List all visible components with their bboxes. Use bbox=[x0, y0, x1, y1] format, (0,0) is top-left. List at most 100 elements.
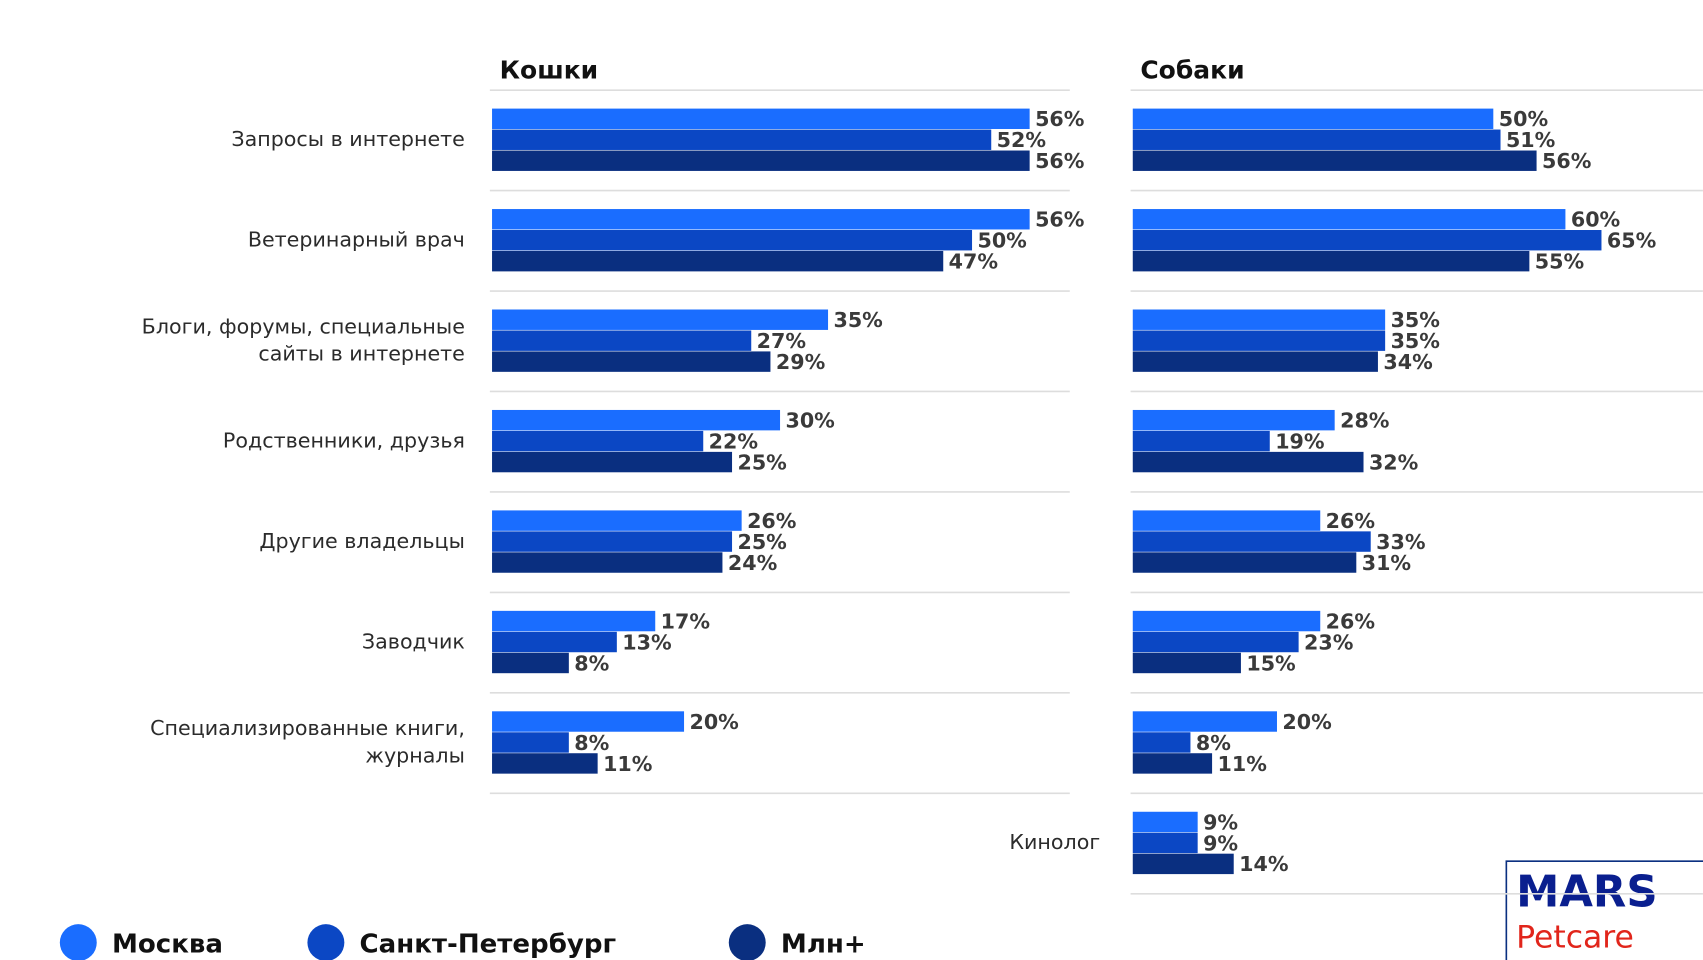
bar bbox=[492, 250, 944, 272]
category-label: Запросы в интернете bbox=[231, 127, 465, 151]
value-label: 30% bbox=[785, 409, 835, 433]
bar bbox=[1132, 853, 1234, 875]
category-label: Кинолог bbox=[1009, 830, 1100, 854]
value-label: 56% bbox=[1035, 107, 1085, 131]
bar bbox=[1132, 129, 1501, 150]
logo-product: Petcare bbox=[1516, 919, 1634, 955]
bar bbox=[1132, 610, 1321, 632]
value-label: 24% bbox=[728, 551, 778, 575]
value-label: 56% bbox=[1035, 149, 1085, 173]
category-label: Другие владельцы bbox=[259, 529, 465, 553]
value-label: 14% bbox=[1239, 852, 1289, 876]
bar bbox=[1132, 309, 1386, 330]
value-label: 9% bbox=[1203, 831, 1238, 855]
category-label: Родственники, друзья bbox=[223, 428, 465, 452]
value-label: 13% bbox=[622, 630, 672, 654]
bar bbox=[1132, 711, 1277, 732]
value-label: 20% bbox=[1282, 710, 1332, 734]
value-label: 11% bbox=[1218, 752, 1268, 776]
value-label: 51% bbox=[1506, 128, 1556, 152]
logo-box bbox=[1505, 860, 1703, 960]
value-label: 56% bbox=[1542, 149, 1592, 173]
bar bbox=[492, 610, 656, 632]
bar bbox=[492, 631, 617, 653]
bar bbox=[1132, 209, 1566, 230]
bar bbox=[492, 230, 973, 251]
bar bbox=[1132, 732, 1191, 753]
bar bbox=[492, 309, 829, 330]
bar bbox=[1132, 150, 1537, 171]
value-label: 65% bbox=[1607, 229, 1657, 253]
legend-label: Москва bbox=[112, 929, 223, 959]
value-label: 25% bbox=[737, 530, 787, 554]
bar bbox=[1132, 351, 1378, 372]
value-label: 11% bbox=[603, 752, 653, 776]
value-label: 19% bbox=[1275, 429, 1325, 453]
bar bbox=[492, 330, 752, 351]
legend-swatch bbox=[307, 924, 345, 960]
category-label: Ветеринарный врач bbox=[248, 227, 465, 251]
value-label: 28% bbox=[1340, 409, 1390, 433]
panel-title: Кошки bbox=[500, 56, 599, 85]
value-label: 34% bbox=[1383, 350, 1433, 374]
bar bbox=[492, 351, 771, 372]
bar bbox=[492, 409, 781, 431]
category-label: Блоги, форумы, специальные сайты в интерн… bbox=[142, 314, 465, 365]
value-label: 52% bbox=[997, 128, 1047, 152]
bar bbox=[492, 451, 733, 473]
value-label: 26% bbox=[1326, 509, 1376, 533]
value-label: 17% bbox=[661, 609, 711, 633]
value-label: 15% bbox=[1246, 651, 1296, 675]
value-label: 29% bbox=[776, 350, 826, 374]
bar bbox=[1132, 811, 1198, 833]
bar bbox=[1132, 652, 1241, 674]
value-label: 32% bbox=[1369, 450, 1419, 474]
value-label: 8% bbox=[1196, 731, 1231, 755]
value-label: 50% bbox=[1499, 107, 1549, 131]
value-label: 8% bbox=[574, 651, 609, 675]
value-label: 8% bbox=[574, 731, 609, 755]
bar bbox=[1132, 753, 1213, 774]
value-label: 56% bbox=[1035, 208, 1085, 232]
panel-title: Собаки bbox=[1140, 56, 1244, 85]
value-label: 60% bbox=[1571, 208, 1621, 232]
value-label: 35% bbox=[833, 308, 883, 332]
bar bbox=[492, 732, 569, 753]
category-label: Заводчик bbox=[362, 629, 465, 653]
bar bbox=[1132, 552, 1357, 573]
legend-swatch bbox=[728, 924, 766, 960]
bar bbox=[492, 510, 742, 531]
value-label: 22% bbox=[709, 429, 759, 453]
bar bbox=[1132, 832, 1198, 854]
bar bbox=[1132, 409, 1335, 431]
value-label: 23% bbox=[1304, 630, 1354, 654]
legend-swatch bbox=[59, 924, 97, 960]
value-label: 31% bbox=[1362, 551, 1412, 575]
value-label: 20% bbox=[689, 710, 739, 734]
logo-brand: MARS bbox=[1516, 867, 1658, 917]
bar bbox=[492, 552, 723, 573]
bar bbox=[492, 711, 685, 732]
bar bbox=[492, 753, 598, 774]
legend-label: Санкт-Петербург bbox=[360, 929, 617, 959]
legend-label: Млн+ bbox=[781, 929, 866, 959]
value-label: 9% bbox=[1203, 810, 1238, 834]
category-label: Специализированные книги, журналы bbox=[150, 716, 465, 767]
bar bbox=[1132, 250, 1530, 272]
bar bbox=[1132, 330, 1386, 351]
bar bbox=[1132, 451, 1364, 473]
value-label: 35% bbox=[1391, 308, 1441, 332]
bar bbox=[492, 430, 704, 452]
bar bbox=[492, 209, 1030, 230]
bar bbox=[492, 129, 992, 150]
bar bbox=[1132, 631, 1299, 653]
bar bbox=[1132, 531, 1371, 552]
bar bbox=[1132, 108, 1494, 130]
bar bbox=[492, 531, 733, 552]
bar bbox=[492, 652, 569, 674]
value-label: 27% bbox=[757, 329, 807, 353]
value-label: 26% bbox=[747, 509, 797, 533]
bar bbox=[1132, 430, 1270, 452]
value-label: 55% bbox=[1535, 250, 1585, 274]
